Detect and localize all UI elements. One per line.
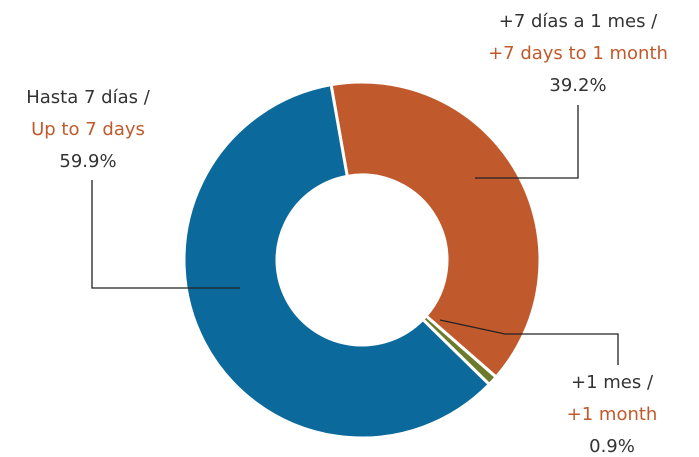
label-es: +7 días a 1 mes / (499, 11, 658, 32)
value-label: 0.9% (589, 436, 635, 457)
value-label: 39.2% (549, 75, 606, 96)
label-en: +1 month (567, 404, 658, 425)
leader-line (439, 319, 619, 365)
leader-line (91, 180, 240, 289)
label-es: +1 mes / (571, 372, 654, 393)
donut-slice (329, 80, 542, 380)
label-es: Hasta 7 días / (26, 87, 150, 108)
value-label: 59.9% (59, 151, 116, 172)
label-en: +7 days to 1 month (488, 43, 668, 64)
donut-slice (182, 82, 492, 440)
donut (182, 80, 542, 440)
leader-line (475, 105, 579, 179)
label-en: Up to 7 days (31, 119, 145, 140)
